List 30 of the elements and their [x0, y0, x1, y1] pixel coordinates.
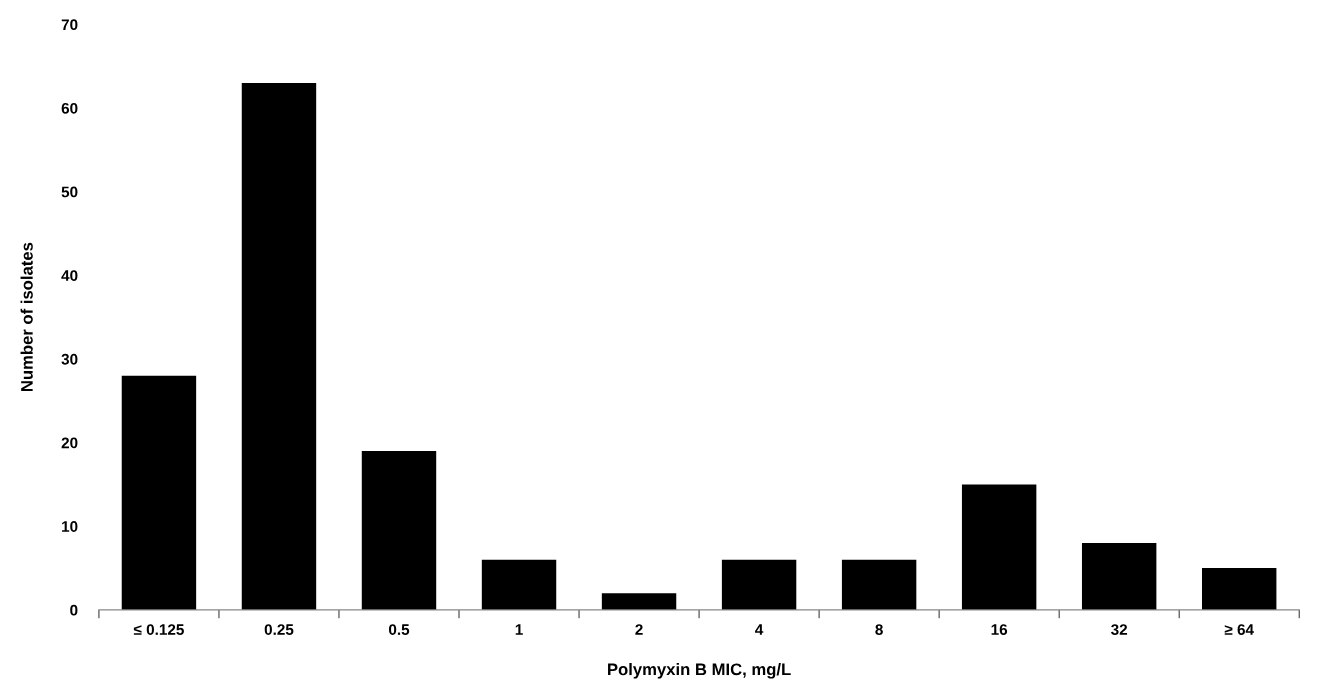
x-tick-label: 4: [755, 624, 764, 635]
x-tick-label: 32: [1111, 624, 1128, 636]
x-tick-label: 1: [515, 624, 523, 635]
bar: [841, 559, 917, 610]
y-tick-label: 0: [70, 604, 78, 616]
bar: [121, 375, 197, 610]
y-axis-title: Number of isolates: [20, 242, 33, 392]
y-tick-label: 60: [61, 102, 78, 114]
x-tick-label: 0.5: [388, 624, 410, 635]
bar: [481, 559, 557, 610]
x-tick-label: 2: [635, 624, 643, 635]
y-tick-label: 30: [61, 353, 78, 365]
bar: [1081, 542, 1157, 610]
x-tick-label: 16: [991, 624, 1008, 635]
bar: [961, 484, 1037, 610]
bar: [1201, 568, 1277, 610]
x-tick-label: ≥ 64: [1224, 624, 1254, 635]
y-tick-label: 70: [61, 19, 78, 31]
bar: [601, 593, 677, 610]
x-axis-title: Polymyxin B MIC, mg/L: [608, 663, 791, 679]
x-tick-label: 0.25: [264, 624, 294, 635]
x-tick-label: 8: [875, 624, 883, 635]
x-tick-label: ≤ 0.125: [133, 624, 184, 635]
y-tick-label: 10: [62, 521, 78, 532]
bar: [241, 82, 317, 610]
y-tick-label: 40: [61, 270, 78, 281]
bar: [361, 450, 437, 610]
y-tick-label: 50: [61, 186, 78, 198]
y-tick-label: 20: [61, 437, 78, 449]
bar: [721, 559, 797, 610]
